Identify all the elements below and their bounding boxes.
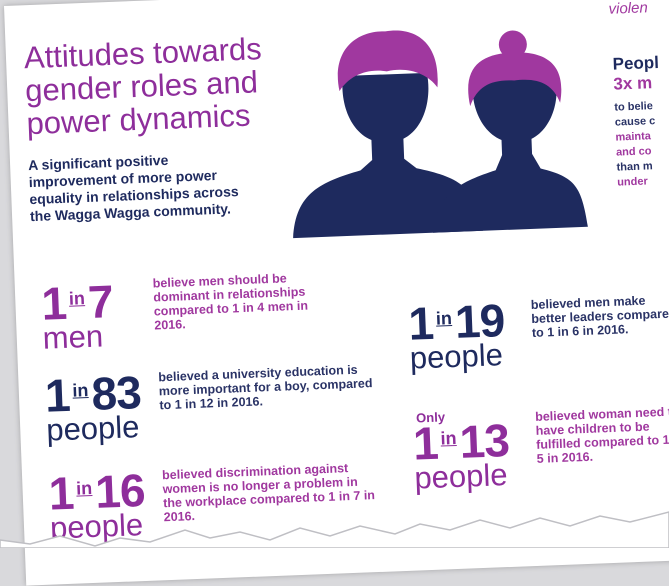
stat-unit: people — [409, 341, 506, 373]
edge-body: to belie cause c mainta and co than m un… — [614, 99, 658, 190]
stat-text: believe men should be dominant in relati… — [152, 270, 324, 332]
stat-unit: people — [46, 413, 143, 445]
edge-line: mainta — [615, 129, 656, 146]
stat-text: believed a university education is more … — [158, 362, 374, 412]
torn-edge — [0, 500, 669, 548]
torn-paper — [0, 512, 669, 548]
page: {"header": {"title": "Attitudes towards … — [0, 0, 669, 548]
edge-line: violen — [608, 0, 649, 19]
edge-heading: Peopl 3x m — [612, 53, 660, 95]
stat-joiner: in — [436, 308, 453, 329]
stat-joiner: in — [68, 288, 85, 309]
edge-line: and co — [616, 144, 657, 161]
stat-figure: 1in7 men — [40, 274, 114, 353]
stat-unit: people — [414, 461, 511, 493]
stat-text: believed men make better leaders compare… — [531, 292, 669, 340]
stat-figure: 1in83 people — [44, 365, 143, 445]
stat-figure: 1in19 people — [407, 293, 506, 373]
edge-line: 3x m — [613, 73, 660, 95]
edge-line: cause c — [615, 114, 656, 131]
edge-line: to belie — [614, 99, 655, 116]
edge-line: than m — [616, 159, 657, 176]
stat-joiner: in — [440, 428, 457, 449]
woman-silhouette — [427, 77, 588, 233]
edge-line: Peopl — [612, 53, 659, 75]
stat-text: believed woman need to have children to … — [535, 404, 669, 466]
edge-top: wome violen — [608, 0, 649, 19]
silhouettes — [275, 11, 604, 253]
stat-joiner: in — [72, 380, 89, 401]
subtitle: A significant positive improvement of mo… — [28, 148, 260, 225]
stat-figure: 1in13 people — [412, 413, 511, 493]
stat-joiner: in — [76, 478, 93, 499]
edge-line: under — [617, 174, 658, 191]
infographic-sheet: Attitudes towards gender roles and power… — [4, 0, 669, 586]
